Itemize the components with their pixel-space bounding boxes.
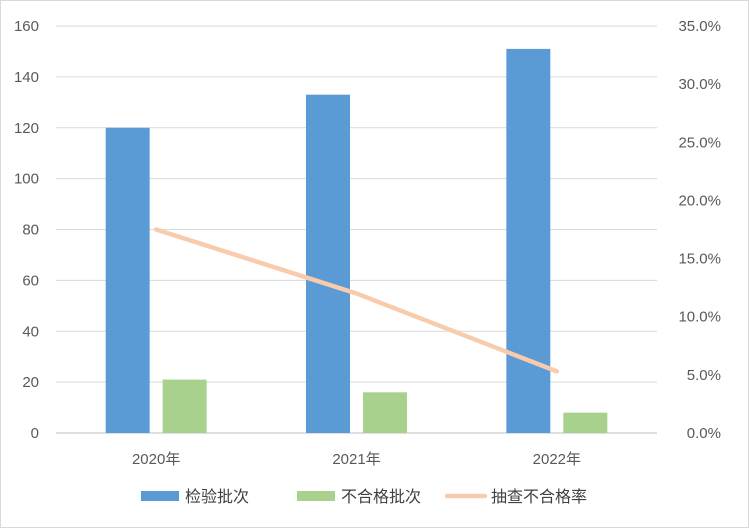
y2-tick-label: 0.0% bbox=[687, 425, 721, 442]
bar bbox=[363, 392, 407, 433]
left-axis-ticks: 0 20 40 60 80 100 120 140 160 bbox=[14, 18, 39, 442]
bar bbox=[563, 412, 608, 433]
y-tick-label: 140 bbox=[14, 69, 39, 86]
y2-tick-label: 5.0% bbox=[687, 367, 721, 384]
legend-label: 抽查不合格率 bbox=[491, 487, 587, 506]
y-tick-label: 120 bbox=[14, 120, 39, 137]
x-tick-label: 2022年 bbox=[533, 451, 581, 468]
y2-tick-label: 20.0% bbox=[678, 192, 721, 209]
y2-tick-label: 10.0% bbox=[678, 309, 721, 326]
y-tick-label: 60 bbox=[22, 272, 39, 289]
bars bbox=[105, 48, 608, 434]
x-tick-label: 2020年 bbox=[132, 451, 180, 468]
x-axis-ticks: 2020年 2021年 2022年 bbox=[132, 451, 581, 468]
x-tick-label: 2021年 bbox=[332, 451, 380, 468]
legend-label: 不合格批次 bbox=[341, 487, 421, 506]
y-tick-label: 0 bbox=[31, 425, 39, 442]
y-tick-label: 160 bbox=[14, 18, 39, 35]
y-tick-label: 80 bbox=[22, 222, 39, 239]
legend-label: 检验批次 bbox=[185, 487, 249, 506]
legend-swatch bbox=[141, 491, 179, 501]
y2-tick-label: 30.0% bbox=[678, 76, 721, 93]
y2-tick-label: 35.0% bbox=[678, 18, 721, 35]
y-tick-label: 20 bbox=[22, 374, 39, 391]
y2-tick-label: 15.0% bbox=[678, 251, 721, 268]
bar bbox=[105, 127, 150, 433]
legend-swatch bbox=[297, 491, 335, 501]
y2-tick-label: 25.0% bbox=[678, 134, 721, 151]
bar bbox=[506, 48, 551, 434]
right-axis-ticks: 0.0% 5.0% 10.0% 15.0% 20.0% 25.0% 30.0% 35.0% bbox=[678, 18, 721, 442]
rate-line-path bbox=[153, 227, 560, 374]
y-tick-label: 100 bbox=[14, 171, 39, 188]
y-tick-label: 40 bbox=[22, 323, 39, 340]
rate-line bbox=[153, 227, 560, 374]
bar bbox=[306, 94, 350, 434]
bar bbox=[162, 379, 207, 433]
legend: 检验批次 不合格批次 抽查不合格率 bbox=[141, 487, 587, 506]
